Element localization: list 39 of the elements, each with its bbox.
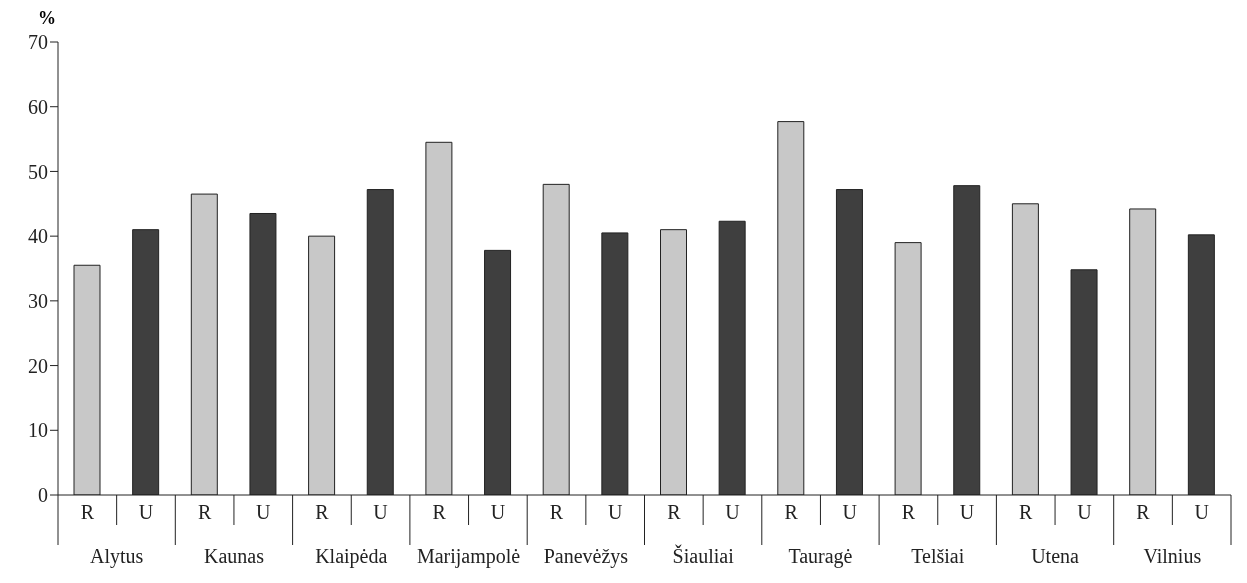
y-tick-label: 70: [28, 31, 48, 54]
text: R: [432, 501, 446, 523]
text: U: [256, 501, 271, 523]
series-label: R: [80, 501, 95, 523]
x-tick-label: Klaipėda: [315, 545, 388, 568]
text: R: [784, 501, 798, 523]
y-tick-label: 30: [28, 289, 48, 312]
text: R: [667, 501, 681, 523]
text: R: [197, 501, 212, 523]
x-tick-label: Panevėžys: [543, 545, 629, 568]
x-tick-label: Šiauliai: [672, 544, 735, 567]
x-tick-label: Kaunas: [203, 545, 265, 567]
text: U: [1194, 501, 1209, 523]
x-tick-label: Vilnius: [1143, 545, 1202, 567]
text: R: [901, 501, 916, 523]
y-tick-label: 60: [28, 95, 48, 118]
text: R: [549, 501, 564, 523]
x-tick-label: Marijampolė: [416, 545, 521, 568]
y-tick-label: 0: [38, 484, 48, 507]
x-tick-label: Tauragė: [788, 545, 853, 568]
text: U: [607, 501, 623, 523]
text: U: [373, 501, 388, 523]
text: R: [1019, 501, 1033, 523]
x-tick-label: Utena: [1031, 545, 1080, 567]
text: U: [1077, 501, 1092, 523]
x-tick-label: Alytus: [89, 545, 144, 568]
y-tick-label: 20: [28, 354, 48, 377]
y-tick-label: 10: [28, 419, 48, 442]
text: R: [315, 501, 329, 523]
text: U: [842, 501, 857, 523]
y-axis-title: %: [38, 8, 56, 29]
y-tick-label: 40: [28, 225, 48, 248]
x-tick-label: Telšiai: [911, 545, 965, 567]
text: U: [725, 501, 740, 523]
text: U: [490, 501, 506, 523]
y-tick-label: 50: [28, 160, 48, 183]
text: R: [1136, 501, 1150, 523]
text: U: [959, 501, 975, 523]
legend-label: U: [138, 501, 154, 523]
